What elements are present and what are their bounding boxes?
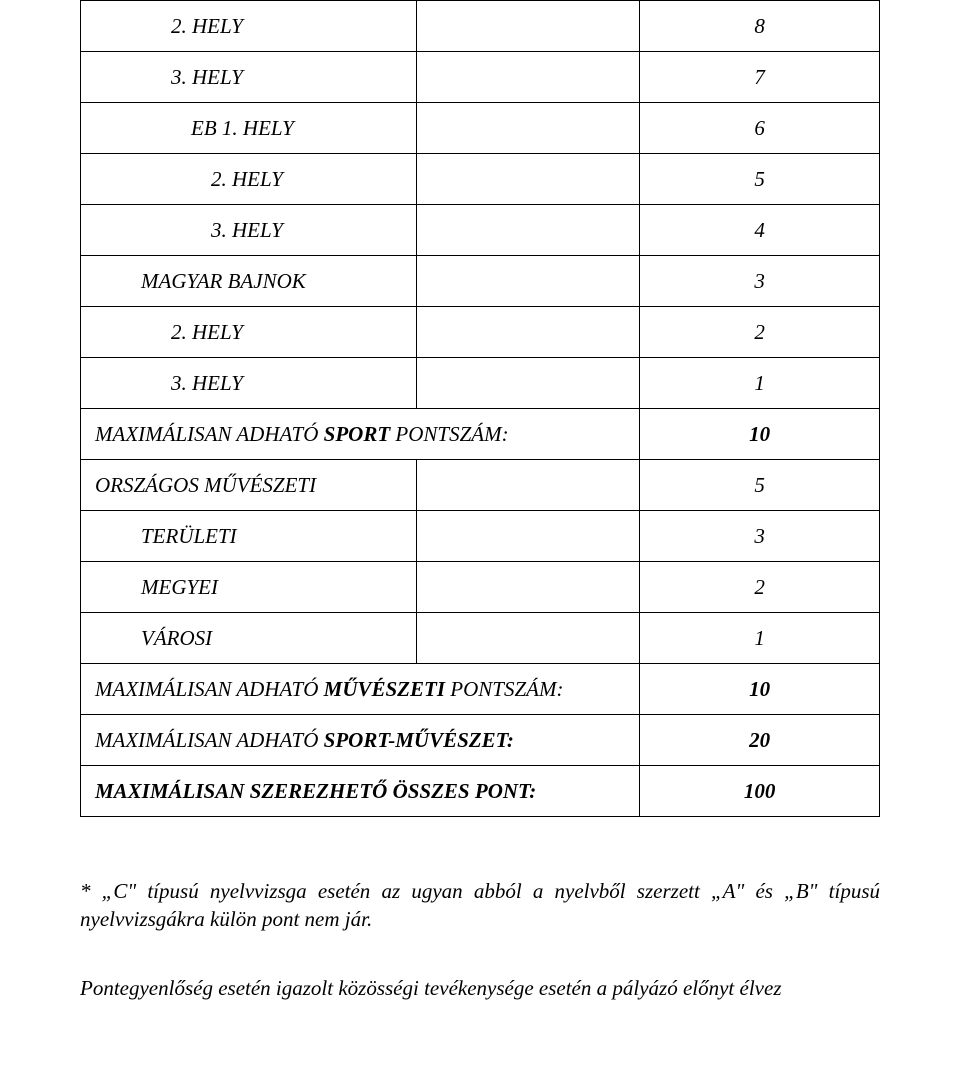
row-value: 100 xyxy=(640,766,880,817)
row-spacer xyxy=(416,511,640,562)
row-label: 2. HELY xyxy=(81,1,417,52)
row-spacer xyxy=(416,613,640,664)
row-spacer xyxy=(416,205,640,256)
row-value: 5 xyxy=(640,460,880,511)
points-table: 2. HELY83. HELY7EB 1. HELY62. HELY53. HE… xyxy=(80,0,880,817)
table-row: 3. HELY 1 xyxy=(81,358,880,409)
row-spacer xyxy=(416,358,640,409)
table-row: TERÜLETI 3 xyxy=(81,511,880,562)
row-label: MAGYAR BAJNOK xyxy=(81,256,417,307)
row-spacer xyxy=(416,103,640,154)
row-value: 4 xyxy=(640,205,880,256)
table-row: MAXIMÁLISAN ADHATÓ MŰVÉSZETI PONTSZÁM:10 xyxy=(81,664,880,715)
row-value: 1 xyxy=(640,613,880,664)
row-label: MAXIMÁLISAN ADHATÓ SPORT PONTSZÁM: xyxy=(81,409,640,460)
row-value: 10 xyxy=(640,664,880,715)
row-spacer xyxy=(416,1,640,52)
row-label: 2. HELY xyxy=(81,307,417,358)
row-spacer xyxy=(416,154,640,205)
table-row: MEGYEI 2 xyxy=(81,562,880,613)
row-value: 5 xyxy=(640,154,880,205)
footnote-c-type: * „C" típusú nyelvvizsga esetén az ugyan… xyxy=(80,877,880,934)
table-row: VÁROSI 1 xyxy=(81,613,880,664)
table-row: MAGYAR BAJNOK 3 xyxy=(81,256,880,307)
row-label: 3. HELY xyxy=(81,358,417,409)
row-label: MAXIMÁLISAN ADHATÓ SPORT-MŰVÉSZET: xyxy=(81,715,640,766)
table-row: 2. HELY 5 xyxy=(81,154,880,205)
row-value: 7 xyxy=(640,52,880,103)
row-spacer xyxy=(416,460,640,511)
table-row: 2. HELY 2 xyxy=(81,307,880,358)
table-row: MAXIMÁLISAN ADHATÓ SPORT PONTSZÁM:10 xyxy=(81,409,880,460)
row-value: 10 xyxy=(640,409,880,460)
row-label: ORSZÁGOS MŰVÉSZETI xyxy=(81,460,417,511)
row-label: EB 1. HELY xyxy=(81,103,417,154)
table-row: EB 1. HELY 6 xyxy=(81,103,880,154)
table-row: 2. HELY 8 xyxy=(81,1,880,52)
row-spacer xyxy=(416,562,640,613)
table-row: MAXIMÁLISAN SZEREZHETŐ ÖSSZES PONT:100 xyxy=(81,766,880,817)
row-label: TERÜLETI xyxy=(81,511,417,562)
row-value: 6 xyxy=(640,103,880,154)
row-value: 2 xyxy=(640,562,880,613)
row-spacer xyxy=(416,307,640,358)
row-spacer xyxy=(416,256,640,307)
table-row: MAXIMÁLISAN ADHATÓ SPORT-MŰVÉSZET:20 xyxy=(81,715,880,766)
row-label: MAXIMÁLISAN SZEREZHETŐ ÖSSZES PONT: xyxy=(81,766,640,817)
row-label: 3. HELY xyxy=(81,205,417,256)
row-value: 8 xyxy=(640,1,880,52)
row-label: 2. HELY xyxy=(81,154,417,205)
row-label: MEGYEI xyxy=(81,562,417,613)
table-row: 3. HELY 7 xyxy=(81,52,880,103)
footnote-tie: Pontegyenlőség esetén igazolt közösségi … xyxy=(80,974,880,1002)
row-value: 3 xyxy=(640,256,880,307)
row-label: VÁROSI xyxy=(81,613,417,664)
row-value: 2 xyxy=(640,307,880,358)
row-value: 20 xyxy=(640,715,880,766)
row-spacer xyxy=(416,52,640,103)
table-row: 3. HELY 4 xyxy=(81,205,880,256)
row-label: 3. HELY xyxy=(81,52,417,103)
row-value: 1 xyxy=(640,358,880,409)
row-value: 3 xyxy=(640,511,880,562)
document-page: 2. HELY83. HELY7EB 1. HELY62. HELY53. HE… xyxy=(0,0,960,1063)
table-row: ORSZÁGOS MŰVÉSZETI 5 xyxy=(81,460,880,511)
row-label: MAXIMÁLISAN ADHATÓ MŰVÉSZETI PONTSZÁM: xyxy=(81,664,640,715)
